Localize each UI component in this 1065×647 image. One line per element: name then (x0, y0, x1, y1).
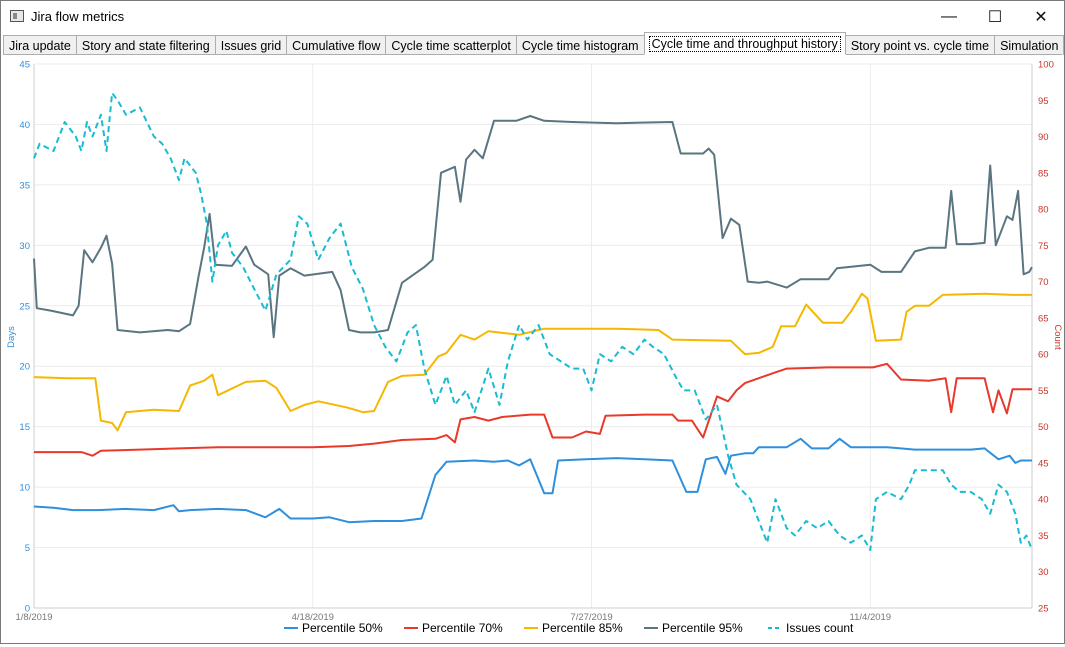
series-issues-count (33, 92, 1033, 551)
tab-issues-grid[interactable]: Issues grid (214, 35, 288, 55)
y-axis-label: Days (6, 326, 17, 348)
y2-axis-label: Count (1052, 324, 1062, 350)
y2-tick-label: 95 (1038, 96, 1049, 107)
tab-story-point-vs-cycle-time[interactable]: Story point vs. cycle time (844, 35, 996, 55)
tab-cycle-time-scatterplot[interactable]: Cycle time scatterplot (385, 35, 517, 55)
window-title: Jira flow metrics (31, 9, 125, 24)
tab-jira-update[interactable]: Jira update (3, 35, 77, 55)
y2-tick-label: 55 (1038, 386, 1049, 397)
series-percentile-85 (33, 292, 1032, 432)
y-tick-label: 35 (19, 180, 30, 191)
tab-simulation[interactable]: Simulation (994, 35, 1065, 55)
grid (33, 63, 1032, 609)
y-tick-label: 5 (25, 543, 30, 554)
legend-label: Percentile 50% (302, 621, 383, 635)
x-axis: 1/8/2019 4/18/2019 7/27/2019 11/4/2019 (16, 607, 1032, 623)
x-tick-label: 7/27/2019 (570, 612, 612, 623)
tab-active-label: Cycle time and throughput history (648, 36, 841, 52)
y-tick-label: 30 (19, 241, 30, 252)
y-tick-label: 25 (19, 301, 30, 312)
y2-tick-label: 50 (1038, 422, 1049, 433)
y-tick-label: 20 (19, 362, 30, 373)
tab-cycle-time-throughput-history[interactable]: Cycle time and throughput history (643, 32, 846, 55)
tab-cumulative-flow[interactable]: Cumulative flow (286, 35, 387, 55)
y-tick-label: 40 (19, 120, 30, 131)
series-lines (33, 92, 1033, 551)
y2-tick-label: 45 (1038, 458, 1049, 469)
y2-tick-label: 90 (1038, 132, 1049, 143)
y-tick-label: 10 (19, 483, 30, 494)
x-tick-label: 1/8/2019 (16, 612, 53, 623)
maximize-button[interactable]: ☐ (987, 8, 1003, 26)
y2-tick-label: 30 (1038, 567, 1049, 578)
cycle-time-throughput-chart: 0 5 10 15 20 25 30 35 40 45 25 30 35 40 45 50 55 60 65 70 7… (6, 60, 1063, 636)
series-percentile-70 (34, 362, 1032, 457)
tab-cycle-time-histogram[interactable]: Cycle time histogram (515, 35, 645, 55)
tab-strip: Jira update Story and state filtering Is… (3, 32, 1065, 55)
series-percentile-95 (33, 115, 1033, 339)
y2-tick-label: 35 (1038, 531, 1049, 542)
legend-label: Percentile 95% (662, 621, 743, 635)
minimize-button[interactable]: — (941, 7, 957, 25)
y2-tick-label: 75 (1038, 241, 1049, 252)
y2-tick-label: 80 (1038, 205, 1049, 216)
y-tick-label: 0 (25, 604, 30, 615)
y-axis-right: 25 30 35 40 45 50 55 60 65 70 75 80 85 90 95 100 (1031, 60, 1054, 615)
app-icon (10, 10, 24, 22)
x-tick-label: 4/18/2019 (292, 612, 334, 623)
y2-tick-label: 100 (1038, 60, 1054, 71)
tab-story-state-filtering[interactable]: Story and state filtering (75, 35, 216, 55)
y-tick-label: 45 (19, 60, 30, 71)
x-tick-label: 11/4/2019 (850, 612, 892, 623)
y2-tick-label: 70 (1038, 277, 1049, 288)
y2-tick-label: 25 (1038, 604, 1049, 615)
close-button[interactable]: ✕ (1034, 8, 1048, 26)
legend-label: Issues count (786, 621, 854, 635)
series-percentile-50 (33, 437, 1032, 524)
legend-label: Percentile 70% (422, 621, 503, 635)
legend: Percentile 50% Percentile 70% Percentile 8… (284, 621, 854, 635)
y2-tick-label: 65 (1038, 313, 1049, 324)
tab-content: 0 5 10 15 20 25 30 35 40 45 25 30 35 40 45 50 55 60 65 70 7… (3, 54, 1063, 642)
y-tick-label: 15 (19, 422, 30, 433)
legend-label: Percentile 85% (542, 621, 623, 635)
y-axis-left: 0 5 10 15 20 25 30 35 40 45 (19, 60, 35, 615)
y2-tick-label: 60 (1038, 350, 1049, 361)
title-bar[interactable]: Jira flow metrics — ☐ ✕ (1, 1, 1064, 32)
y2-tick-label: 40 (1038, 495, 1049, 506)
y2-tick-label: 85 (1038, 168, 1049, 179)
